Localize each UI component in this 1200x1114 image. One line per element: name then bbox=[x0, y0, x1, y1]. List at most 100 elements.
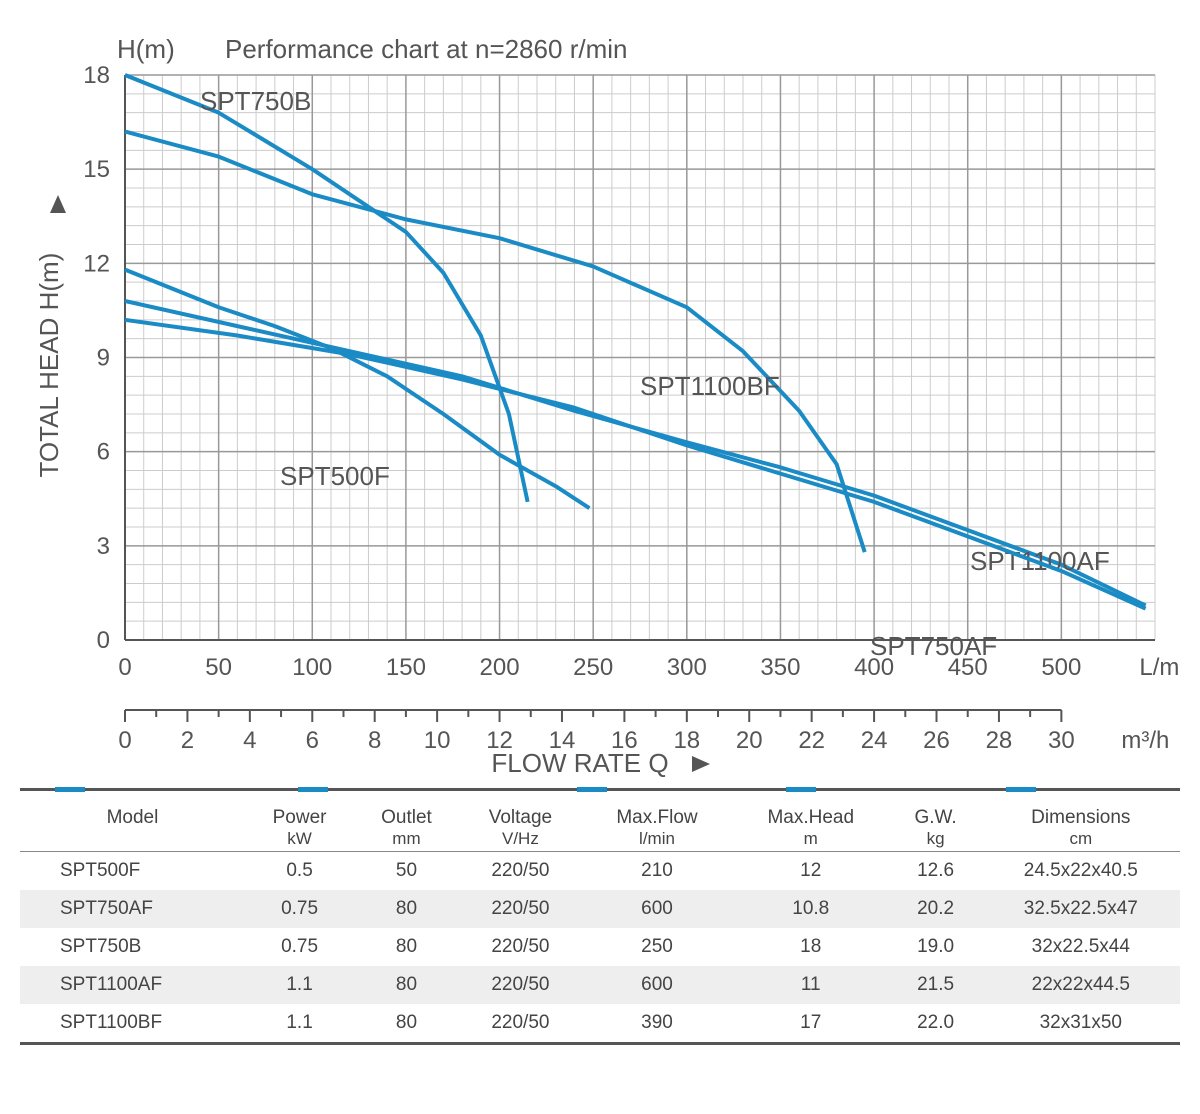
table-cell: SPT500F bbox=[20, 852, 245, 891]
table-cell: 220/50 bbox=[459, 890, 582, 928]
col-header: VoltageV/Hz bbox=[459, 801, 582, 852]
y-tick: 6 bbox=[97, 439, 110, 466]
table-cell: 10.8 bbox=[732, 890, 890, 928]
x-axis-label: FLOW RATE Q bbox=[491, 748, 668, 778]
spec-table-body: SPT500F0.550220/502101212.624.5x22x40.5S… bbox=[20, 852, 1180, 1043]
page-container: SPT750B SPT1100BF SPT500F SPT1100AF SPT750AF… bbox=[20, 20, 1180, 1045]
x-tick-m3h: 22 bbox=[798, 727, 825, 754]
y-axis-label: TOTAL HEAD H(m) bbox=[34, 253, 64, 478]
table-cell: SPT750AF bbox=[20, 890, 245, 928]
table-cell: 18 bbox=[732, 928, 890, 966]
series-label: SPT1100BF bbox=[640, 371, 780, 401]
y-tick: 18 bbox=[83, 62, 110, 89]
x-tick-m3h: 28 bbox=[986, 727, 1013, 754]
x-tick-lmin: 300 bbox=[667, 654, 707, 681]
x-tick-lmin: 400 bbox=[854, 654, 894, 681]
x-tick-lmin: 250 bbox=[573, 654, 613, 681]
table-cell: 19.0 bbox=[890, 928, 982, 966]
table-cell: SPT750B bbox=[20, 928, 245, 966]
x-tick-m3h: 2 bbox=[181, 727, 194, 754]
spec-table-head: Model PowerkWOutletmmVoltageV/HzMax.Flow… bbox=[20, 801, 1180, 852]
x-tick-lmin: 150 bbox=[386, 654, 426, 681]
y-tick: 3 bbox=[97, 533, 110, 560]
table-cell: 220/50 bbox=[459, 852, 582, 891]
col-header: Model bbox=[20, 801, 245, 852]
table-cell: 80 bbox=[354, 928, 459, 966]
table-cell: 220/50 bbox=[459, 966, 582, 1004]
x-tick-m3h: 20 bbox=[736, 727, 763, 754]
y-tick: 9 bbox=[97, 345, 110, 372]
x-tick-m3h: 4 bbox=[243, 727, 256, 754]
curve-spt750b bbox=[125, 75, 528, 502]
table-cell: 0.75 bbox=[245, 928, 354, 966]
y-tick: 0 bbox=[97, 627, 110, 654]
x-tick-m3h: 30 bbox=[1048, 727, 1075, 754]
x-tick-m3h: 18 bbox=[673, 727, 700, 754]
table-cell: SPT1100AF bbox=[20, 966, 245, 1004]
arrow-right-icon bbox=[692, 756, 710, 772]
table-cell: 0.75 bbox=[245, 890, 354, 928]
table-cell: 32x31x50 bbox=[982, 1004, 1180, 1042]
col-header: Dimensionscm bbox=[982, 801, 1180, 852]
x-tick-m3h: 26 bbox=[923, 727, 950, 754]
x-tick-m3h: 10 bbox=[424, 727, 451, 754]
x-tick-m3h: 6 bbox=[306, 727, 319, 754]
table-cell: 11 bbox=[732, 966, 890, 1004]
table-cell: 80 bbox=[354, 890, 459, 928]
arrow-up-icon bbox=[50, 195, 66, 213]
x-tick-lmin: 0 bbox=[118, 654, 131, 681]
x-tick-m3h: 8 bbox=[368, 727, 381, 754]
table-cell: 250 bbox=[582, 928, 732, 966]
col-header: PowerkW bbox=[245, 801, 354, 852]
x-tick-m3h: 24 bbox=[861, 727, 888, 754]
table-cell: 390 bbox=[582, 1004, 732, 1042]
x-tick-lmin: 50 bbox=[205, 654, 232, 681]
table-top-rule bbox=[20, 788, 1180, 791]
x-unit-lmin: L/min bbox=[1139, 654, 1180, 681]
y-tick: 15 bbox=[83, 156, 110, 183]
col-header: Max.Headm bbox=[732, 801, 890, 852]
x-tick-lmin: 450 bbox=[948, 654, 988, 681]
table-cell: 600 bbox=[582, 966, 732, 1004]
chart-title: Performance chart at n=2860 r/min bbox=[225, 34, 627, 64]
series-label: SPT750B bbox=[200, 86, 311, 116]
table-row: SPT500F0.550220/502101212.624.5x22x40.5 bbox=[20, 852, 1180, 891]
table-cell: 220/50 bbox=[459, 928, 582, 966]
table-row: SPT1100BF1.180220/503901722.032x31x50 bbox=[20, 1004, 1180, 1042]
table-cell: 600 bbox=[582, 890, 732, 928]
series-label: SPT500F bbox=[280, 461, 390, 491]
table-cell: SPT1100BF bbox=[20, 1004, 245, 1042]
performance-chart: SPT750BSPT1100BFSPT500FSPT1100AFSPT750AF… bbox=[20, 20, 1180, 780]
table-cell: 1.1 bbox=[245, 1004, 354, 1042]
col-header: Max.Flowl/min bbox=[582, 801, 732, 852]
y-unit-title: H(m) bbox=[117, 34, 175, 64]
table-cell: 32.5x22.5x47 bbox=[982, 890, 1180, 928]
table-cell: 22.0 bbox=[890, 1004, 982, 1042]
table-cell: 0.5 bbox=[245, 852, 354, 891]
table-cell: 12.6 bbox=[890, 852, 982, 891]
y-tick: 12 bbox=[83, 250, 110, 277]
table-row: SPT1100AF1.180220/506001121.522x22x44.5 bbox=[20, 966, 1180, 1004]
table-cell: 24.5x22x40.5 bbox=[982, 852, 1180, 891]
table-cell: 20.2 bbox=[890, 890, 982, 928]
table-cell: 80 bbox=[354, 1004, 459, 1042]
table-bottom-rule bbox=[20, 1042, 1180, 1045]
table-cell: 1.1 bbox=[245, 966, 354, 1004]
table-cell: 80 bbox=[354, 966, 459, 1004]
x-tick-lmin: 100 bbox=[292, 654, 332, 681]
x-unit-m3h: m³/h bbox=[1121, 727, 1169, 754]
table-row: SPT750AF0.7580220/5060010.820.232.5x22.5… bbox=[20, 890, 1180, 928]
x-tick-m3h: 0 bbox=[118, 727, 131, 754]
table-row: SPT750B0.7580220/502501819.032x22.5x44 bbox=[20, 928, 1180, 966]
table-cell: 220/50 bbox=[459, 1004, 582, 1042]
table-cell: 32x22.5x44 bbox=[982, 928, 1180, 966]
spec-table: Model PowerkWOutletmmVoltageV/HzMax.Flow… bbox=[20, 801, 1180, 1042]
table-cell: 210 bbox=[582, 852, 732, 891]
table-cell: 17 bbox=[732, 1004, 890, 1042]
table-cell: 21.5 bbox=[890, 966, 982, 1004]
table-cell: 22x22x44.5 bbox=[982, 966, 1180, 1004]
table-cell: 12 bbox=[732, 852, 890, 891]
x-tick-lmin: 500 bbox=[1041, 654, 1081, 681]
x-tick-lmin: 350 bbox=[760, 654, 800, 681]
col-header: Outletmm bbox=[354, 801, 459, 852]
